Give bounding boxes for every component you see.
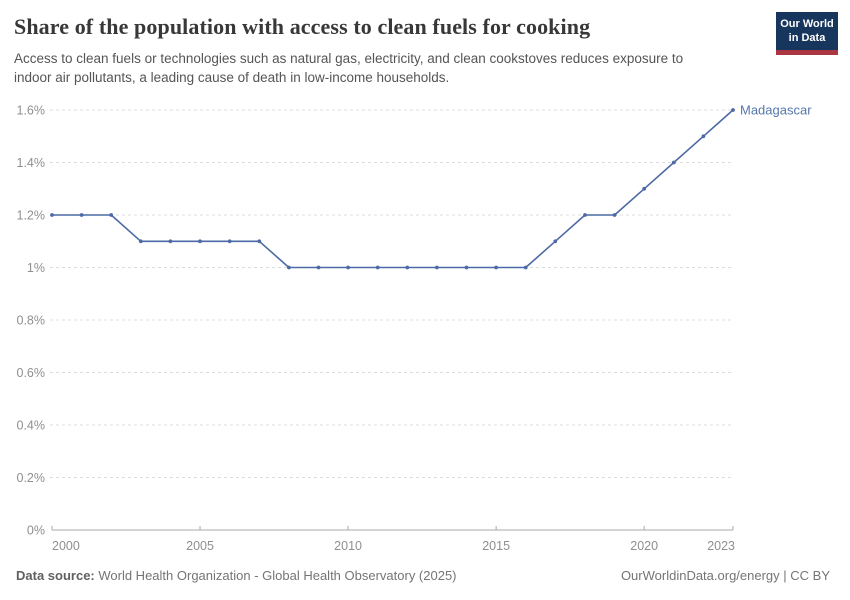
data-point-marker[interactable] [494, 265, 498, 270]
owid-logo-line2: in Data [788, 31, 826, 44]
x-axis-tick-label: 2023 [707, 539, 735, 553]
x-axis-tick-label: 2015 [482, 539, 510, 553]
data-point-marker[interactable] [227, 239, 232, 244]
data-point-marker[interactable] [79, 213, 84, 217]
data-point-marker[interactable] [553, 239, 558, 244]
data-point-marker[interactable] [198, 239, 202, 244]
data-point-marker[interactable] [583, 213, 587, 217]
data-source-note: Data source: World Health Organization -… [16, 567, 457, 585]
y-axis-tick-label: 0.2% [17, 471, 46, 485]
series-line[interactable] [51, 109, 734, 269]
data-point-marker[interactable] [464, 265, 469, 270]
owid-logo-line1: Our World [780, 18, 834, 30]
data-point-marker[interactable] [168, 239, 173, 244]
data-point-marker[interactable] [612, 213, 617, 217]
data-point-marker[interactable] [50, 213, 54, 217]
y-axis-tick-label: 1.2% [17, 209, 46, 223]
x-axis-tick-label: 2020 [630, 539, 658, 553]
credit-link[interactable]: OurWorldinData.org/energy | CC BY [620, 568, 830, 583]
owid-logo: Our World in Data [776, 12, 838, 55]
data-point-marker[interactable] [257, 239, 262, 244]
y-axis-tick-label: 0% [27, 524, 45, 538]
x-axis-tick-label: 2005 [186, 539, 214, 553]
data-point-marker[interactable] [375, 265, 380, 270]
chart-footer: Data source: World Health Organization -… [16, 567, 830, 585]
data-point-marker[interactable] [435, 265, 439, 270]
data-point-marker[interactable] [316, 265, 321, 270]
y-axis-tick-label: 0.6% [17, 366, 46, 380]
data-source-label: Data source: [16, 568, 95, 583]
data-point-marker[interactable] [642, 186, 647, 191]
data-point-marker[interactable] [346, 265, 350, 270]
data-source-text: World Health Organization - Global Healt… [94, 568, 457, 583]
data-point-marker[interactable] [731, 108, 735, 112]
data-point-marker[interactable] [523, 265, 528, 270]
data-point-marker[interactable] [671, 160, 676, 165]
x-axis-tick-label: 2010 [334, 539, 362, 553]
y-axis-tick-label: 0.4% [17, 419, 46, 433]
data-point-marker[interactable] [109, 213, 114, 217]
y-axis-tick-label: 1.6% [17, 104, 46, 118]
y-axis-tick-label: 1.4% [17, 156, 46, 170]
data-point-marker[interactable] [138, 239, 143, 244]
x-axis-tick-label: 2000 [52, 539, 80, 553]
chart-subtitle: Access to clean fuels or technologies su… [14, 51, 684, 85]
y-axis-tick-label: 0.8% [17, 314, 46, 328]
data-point-marker[interactable] [287, 265, 291, 270]
y-axis-tick-label: 1% [27, 261, 45, 275]
page-title: Share of the population with access to c… [14, 14, 591, 39]
data-point-marker[interactable] [701, 134, 706, 139]
data-point-marker[interactable] [405, 265, 410, 270]
series-end-label[interactable]: Madagascar [740, 103, 812, 118]
